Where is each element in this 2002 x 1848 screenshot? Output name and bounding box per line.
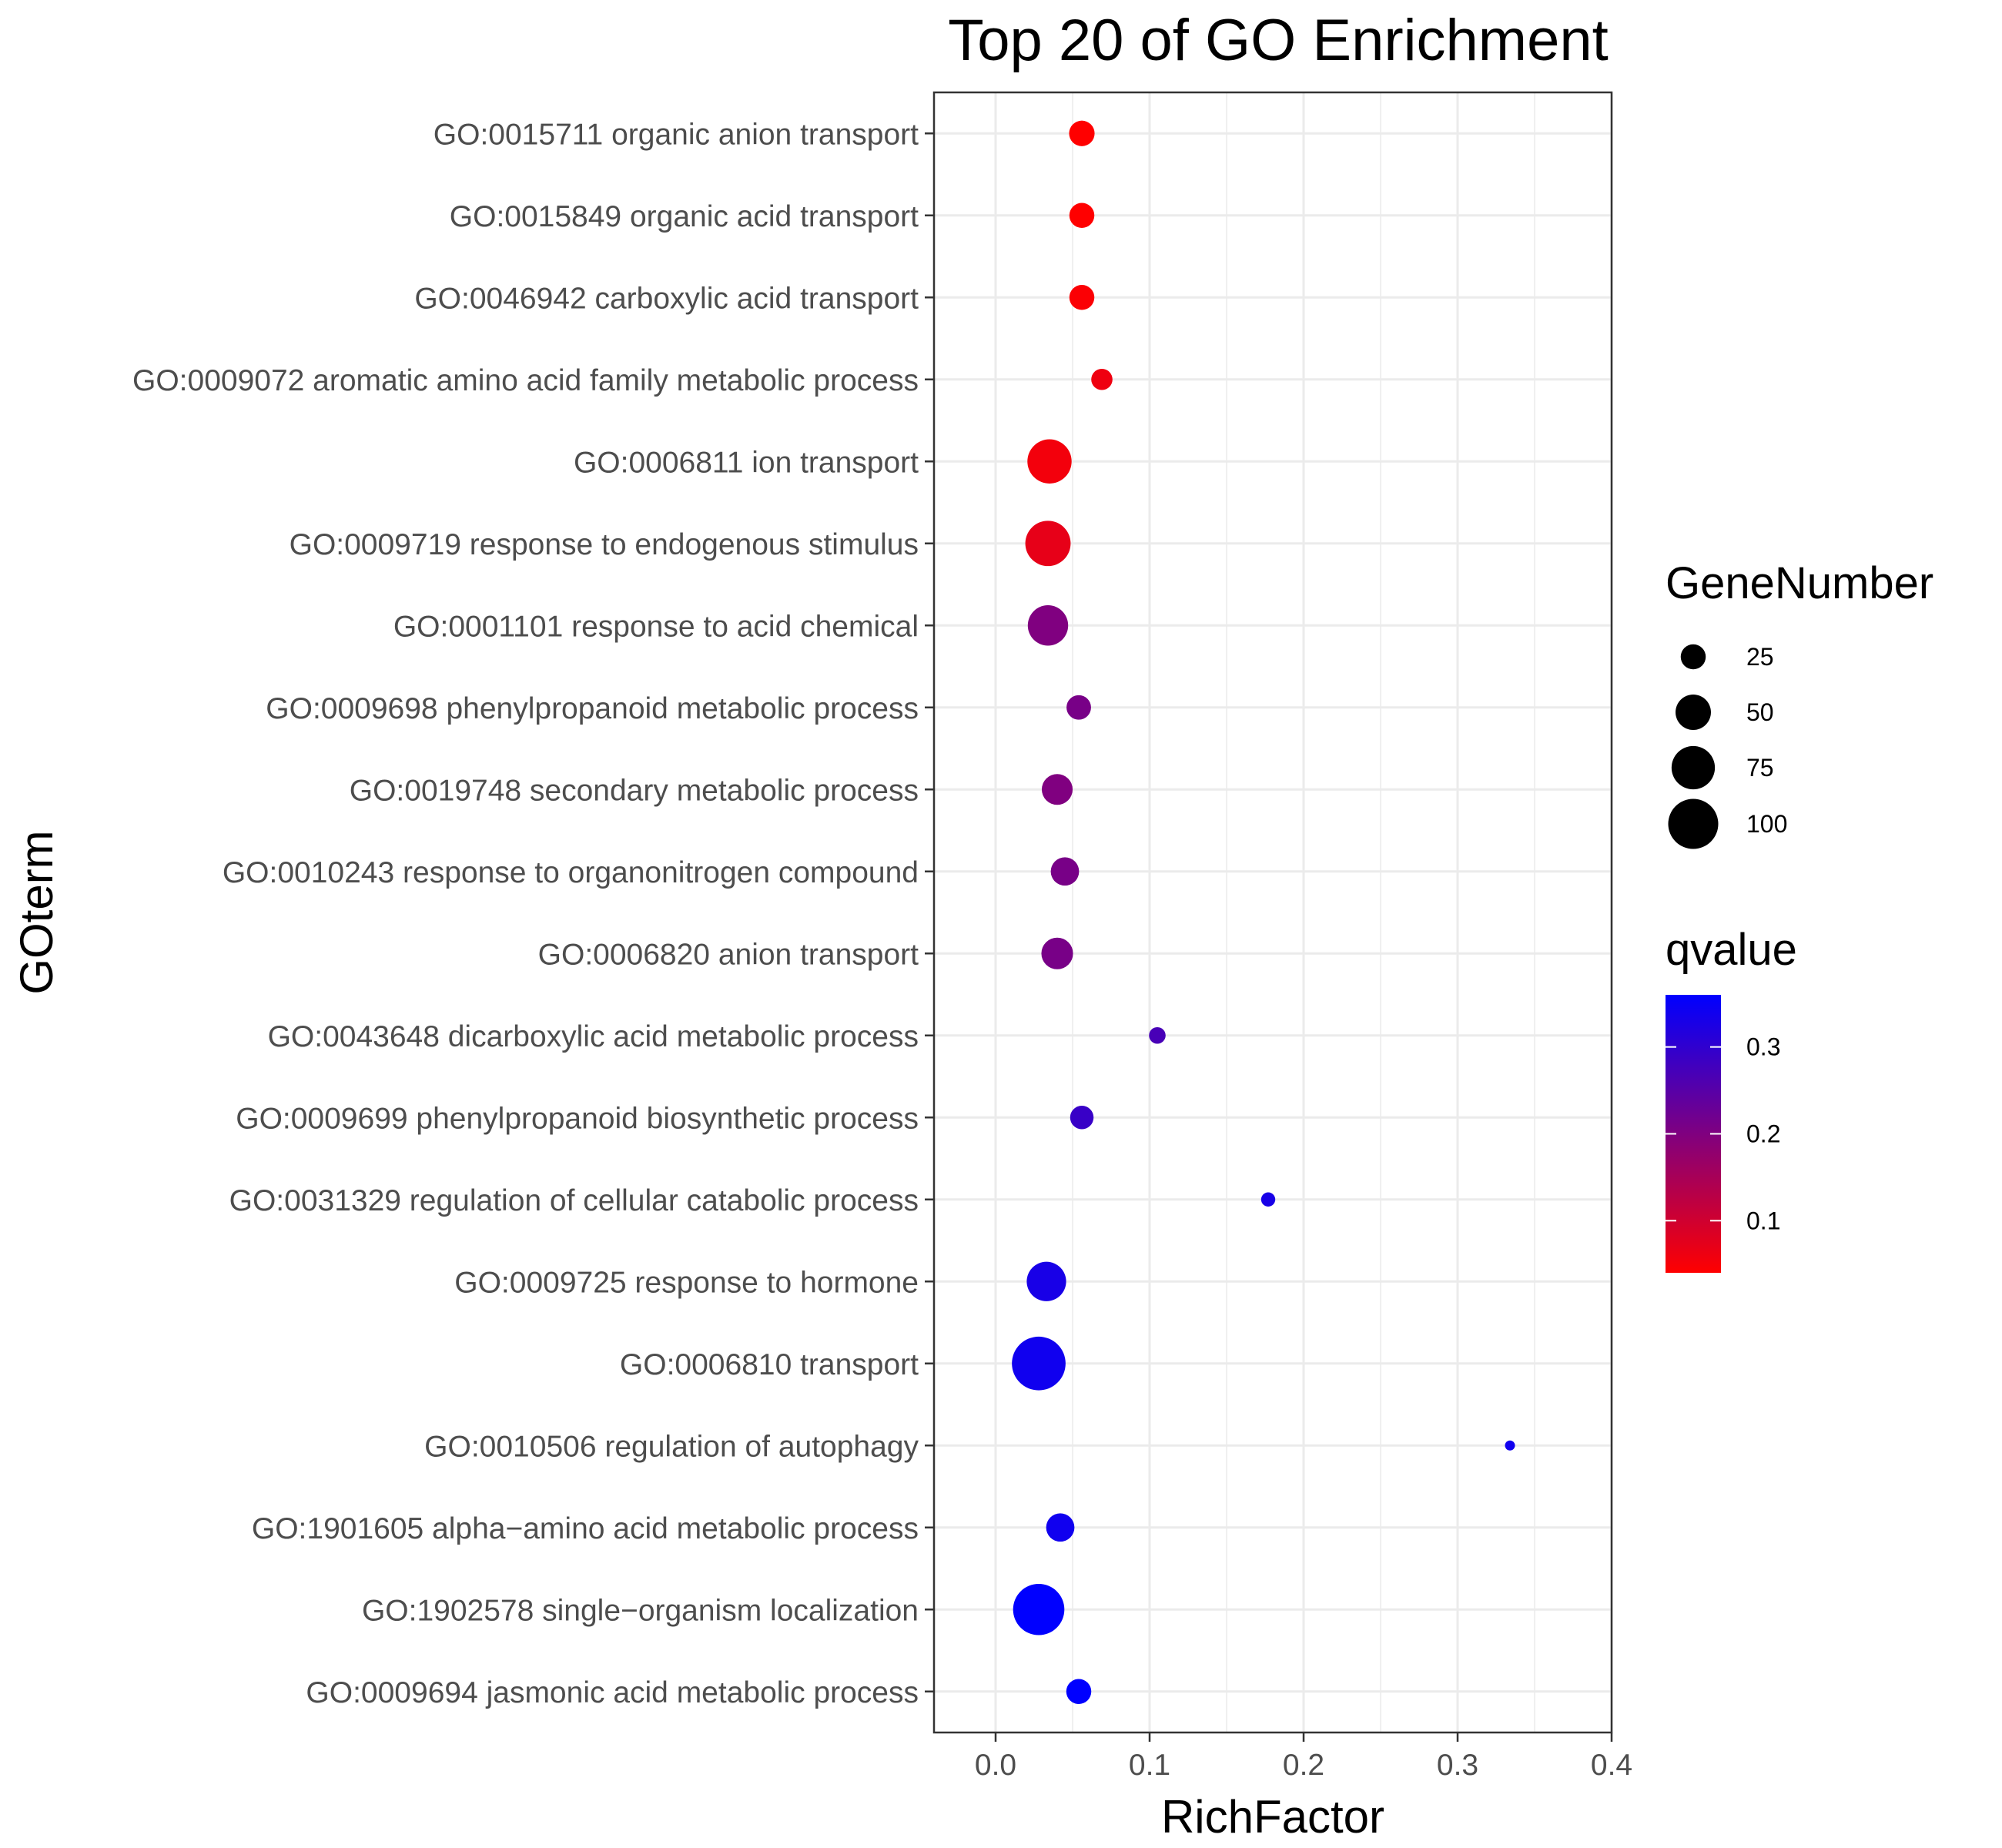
data-point [1505, 1440, 1515, 1451]
y-tick-label: GO:1902578 single−organism localization [362, 1594, 919, 1627]
x-tick-label: 0.0 [975, 1749, 1016, 1782]
y-tick-label: GO:0009719 response to endogenous stimul… [290, 528, 919, 561]
data-point [1041, 937, 1073, 969]
y-tick-label: GO:0046942 carboxylic acid transport [414, 282, 919, 315]
y-tick-label: GO:0006811 ion transport [574, 446, 919, 479]
y-tick-label: GO:1901605 alpha−amino acid metabolic pr… [252, 1512, 919, 1545]
x-tick-label: 0.3 [1437, 1749, 1478, 1782]
color-legend: qvalue 0.1 0.2 0.3 [1666, 925, 1797, 1273]
data-point [1070, 1106, 1094, 1130]
color-legend-label: 0.3 [1746, 1033, 1780, 1061]
y-tick-label: GO:0043648 dicarboxylic acid metabolic p… [268, 1020, 919, 1053]
y-tick-label: GO:0009698 phenylpropanoid metabolic pro… [266, 692, 919, 725]
size-legend: GeneNumber 25 50 75 100 [1666, 558, 1933, 849]
data-point [1069, 285, 1095, 310]
x-tick-label: 0.2 [1283, 1749, 1324, 1782]
x-axis: 0.0 0.1 0.2 0.3 0.4 [975, 1732, 1632, 1782]
data-point [1027, 439, 1072, 484]
size-legend-label: 75 [1746, 754, 1774, 782]
data-point [1013, 1583, 1065, 1635]
size-legend-title: GeneNumber [1666, 558, 1933, 608]
y-axis-title: GOterm [11, 830, 62, 994]
data-point [1149, 1026, 1166, 1044]
data-point [1091, 368, 1113, 390]
y-tick-label: GO:0006820 anion transport [538, 938, 919, 971]
size-legend-key [1671, 745, 1716, 790]
y-tick-label: GO:0009694 jasmonic acid metabolic proce… [306, 1676, 919, 1709]
size-legend-label: 100 [1746, 810, 1787, 838]
data-point [1046, 1513, 1075, 1542]
plot-border [932, 91, 1613, 1734]
y-tick-label: GO:0010506 regulation of autophagy [424, 1430, 919, 1463]
x-tick-label: 0.4 [1591, 1749, 1632, 1782]
plot-panel [932, 91, 1613, 1734]
data-point [1041, 774, 1073, 805]
color-legend-label: 0.2 [1746, 1120, 1780, 1148]
y-tick-label: GO:0015849 organic acid transport [450, 200, 919, 233]
size-legend-key [1668, 798, 1719, 849]
data-point [1026, 1261, 1066, 1301]
size-legend-label: 50 [1746, 698, 1774, 726]
y-tick-label: GO:0009699 phenylpropanoid biosynthetic … [236, 1102, 919, 1135]
data-points [1012, 120, 1515, 1704]
data-point [1069, 203, 1095, 228]
size-legend-label: 25 [1746, 643, 1774, 671]
size-legend-keys: 25 50 75 100 [1668, 643, 1787, 849]
y-tick-label: GO:0009072 aromatic amino acid family me… [132, 364, 919, 397]
chart-title: Top 20 of GO Enrichment [948, 8, 1609, 73]
x-axis-title: RichFactor [1161, 1791, 1384, 1843]
data-point [1012, 1336, 1066, 1391]
size-legend-key [1680, 644, 1706, 670]
size-legend-key [1676, 695, 1711, 730]
y-tick-label: GO:0009725 response to hormone [454, 1266, 919, 1299]
y-tick-label: GO:0031329 regulation of cellular catabo… [229, 1184, 919, 1217]
y-tick-label: GO:0001101 response to acid chemical [393, 610, 919, 643]
y-tick-label: GO:0010243 response to organonitrogen co… [223, 856, 919, 889]
x-tick-label: 0.1 [1129, 1749, 1170, 1782]
data-point [1260, 1192, 1276, 1207]
color-legend-ticks: 0.1 0.2 0.3 [1666, 1033, 1780, 1234]
color-legend-label: 0.1 [1746, 1207, 1780, 1234]
y-tick-label: GO:0006810 transport [620, 1348, 919, 1381]
grid-major [934, 92, 1613, 1732]
y-tick-label: GO:0015711 organic anion transport [434, 118, 919, 151]
data-point [1025, 521, 1071, 567]
grid-minor [1072, 92, 1535, 1732]
data-point [1066, 695, 1091, 720]
y-tick-label: GO:0019748 secondary metabolic process [350, 774, 919, 807]
color-legend-title: qvalue [1666, 925, 1797, 975]
y-axis: GO:0015711 organic anion transport GO:001… [132, 118, 934, 1709]
plot-background [934, 92, 1612, 1732]
data-point [1050, 857, 1080, 886]
data-point [1027, 605, 1069, 646]
data-point [1066, 1679, 1092, 1704]
data-point [1069, 120, 1095, 146]
